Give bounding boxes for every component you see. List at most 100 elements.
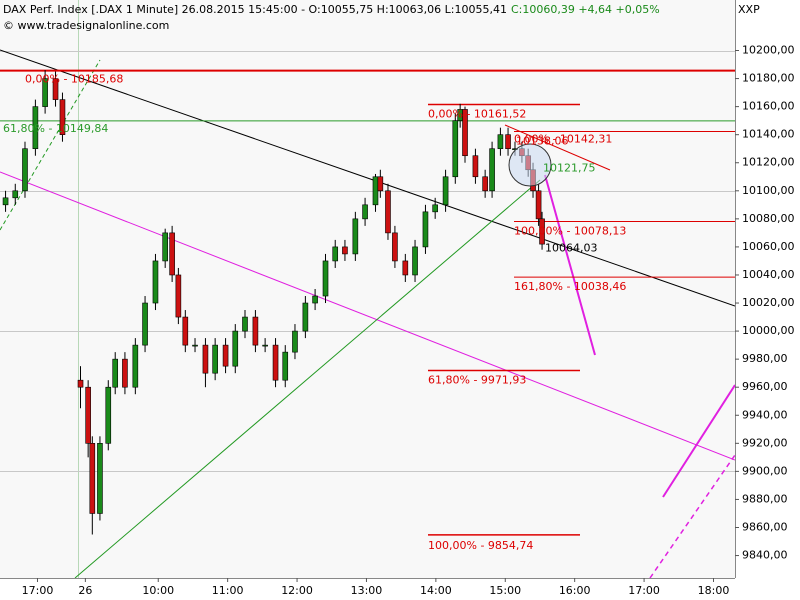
candle-body	[377, 176, 384, 192]
candle-body	[222, 344, 229, 367]
candle-body	[352, 218, 359, 255]
candle-body	[302, 302, 309, 332]
level-label: 61,80% - 9971,93	[428, 373, 526, 386]
unit-label: XXP	[738, 3, 760, 16]
y-tick-label: 9840,00	[742, 549, 788, 562]
grid	[0, 51, 735, 472]
trend-line	[0, 171, 735, 461]
x-tick-label: 17:00	[628, 584, 660, 597]
candle-body	[412, 246, 418, 276]
candle-body	[362, 204, 368, 220]
candle-body	[242, 316, 248, 332]
candle-body	[112, 358, 119, 388]
candle-body	[392, 232, 398, 262]
candle-body	[12, 190, 19, 199]
level-label: 0,00% - 10142,31	[514, 132, 612, 145]
level-label: 10064,03	[545, 241, 598, 254]
x-tick-label: 26	[78, 584, 92, 597]
y-tick-label: 10040,00	[742, 268, 795, 281]
candle-body	[322, 260, 329, 297]
candle-body	[402, 260, 409, 276]
candle-body	[97, 443, 103, 514]
candle-body	[52, 78, 59, 100]
candle-body	[489, 148, 495, 192]
candle-body	[152, 260, 159, 304]
y-tick-label: 10180,00	[742, 72, 795, 85]
x-tick-label: 18:00	[698, 584, 730, 597]
change-text: C:10060,39 +4,64 +0,05%	[511, 3, 660, 16]
candle-body	[212, 344, 218, 374]
x-tick-label: 13:00	[351, 584, 383, 597]
candle-body	[232, 330, 239, 367]
candle-body	[332, 246, 339, 262]
candle-body	[422, 211, 429, 248]
source-text: © www.tradesignalonline.com	[3, 19, 169, 32]
level-label: 61,80% - 10149,84	[3, 122, 108, 135]
candle-body	[505, 134, 511, 150]
drawings	[0, 49, 735, 578]
candle-body	[192, 344, 198, 347]
x-tick-label: 12:00	[281, 584, 313, 597]
y-tick-label: 10140,00	[742, 128, 795, 141]
candle-body	[175, 274, 182, 318]
y-tick-label: 10080,00	[742, 212, 795, 225]
trend-line	[0, 49, 735, 307]
x-tick-label: 14:00	[420, 584, 452, 597]
y-tick-label: 10020,00	[742, 296, 795, 309]
candle-body	[105, 386, 112, 444]
y-tick-label: 10000,00	[742, 324, 795, 337]
candle-body	[472, 155, 479, 178]
y-tick-label: 9860,00	[742, 520, 788, 533]
level-label: 0,00% - 10161,52	[428, 107, 526, 120]
trend-line	[0, 59, 101, 231]
candle-body	[535, 190, 542, 220]
arrow-line	[649, 454, 735, 578]
candle-body	[452, 120, 459, 178]
plot-area	[0, 0, 735, 578]
candle-body	[539, 218, 545, 245]
y-tick-label: 10160,00	[742, 100, 795, 113]
candle-body	[282, 351, 289, 381]
candle-body	[2, 197, 9, 206]
y-tick-label: 10200,00	[742, 44, 795, 57]
x-tick-label: 11:00	[212, 584, 244, 597]
y-tick-label: 9900,00	[742, 464, 788, 477]
candle-body	[89, 443, 96, 514]
level-label: 100,00% - 10078,13	[514, 224, 626, 237]
candle-body	[292, 330, 298, 353]
candle-body	[202, 344, 209, 374]
candle-body	[122, 358, 128, 388]
y-tick-label: 9960,00	[742, 380, 788, 393]
candle-body	[85, 386, 91, 444]
arrow-line	[544, 174, 596, 356]
levels	[0, 69, 735, 536]
level-label: 100,00% - 9854,74	[428, 539, 533, 552]
candle-body	[162, 232, 168, 262]
arrow-line	[662, 384, 735, 498]
candle-body	[252, 316, 259, 346]
y-tick-label: 9880,00	[742, 492, 788, 505]
candle-body	[32, 106, 39, 150]
candle-body	[385, 190, 391, 234]
level-label: 10138,06	[516, 134, 569, 147]
candle-body	[312, 295, 318, 304]
candle-body	[59, 99, 66, 135]
chart-title: DAX Perf. Index [.DAX 1 Minute] 26.08.20…	[3, 3, 507, 16]
candle-body	[272, 344, 279, 381]
candle-body	[262, 344, 268, 347]
candle-body	[342, 246, 348, 255]
candle-body	[372, 176, 379, 206]
level-label: 0,00% - 10185,68	[25, 73, 123, 86]
x-tick-label: 10:00	[142, 584, 174, 597]
candle-body	[142, 302, 148, 346]
candle-body	[432, 204, 438, 213]
candle-body	[497, 134, 504, 150]
level-label: 161,80% - 10038,46	[514, 280, 626, 293]
y-tick-label: 9940,00	[742, 408, 788, 421]
y-tick-label: 9980,00	[742, 352, 788, 365]
x-tick-label: 16:00	[559, 584, 591, 597]
candle-body	[132, 344, 139, 388]
trend-line	[74, 179, 541, 578]
